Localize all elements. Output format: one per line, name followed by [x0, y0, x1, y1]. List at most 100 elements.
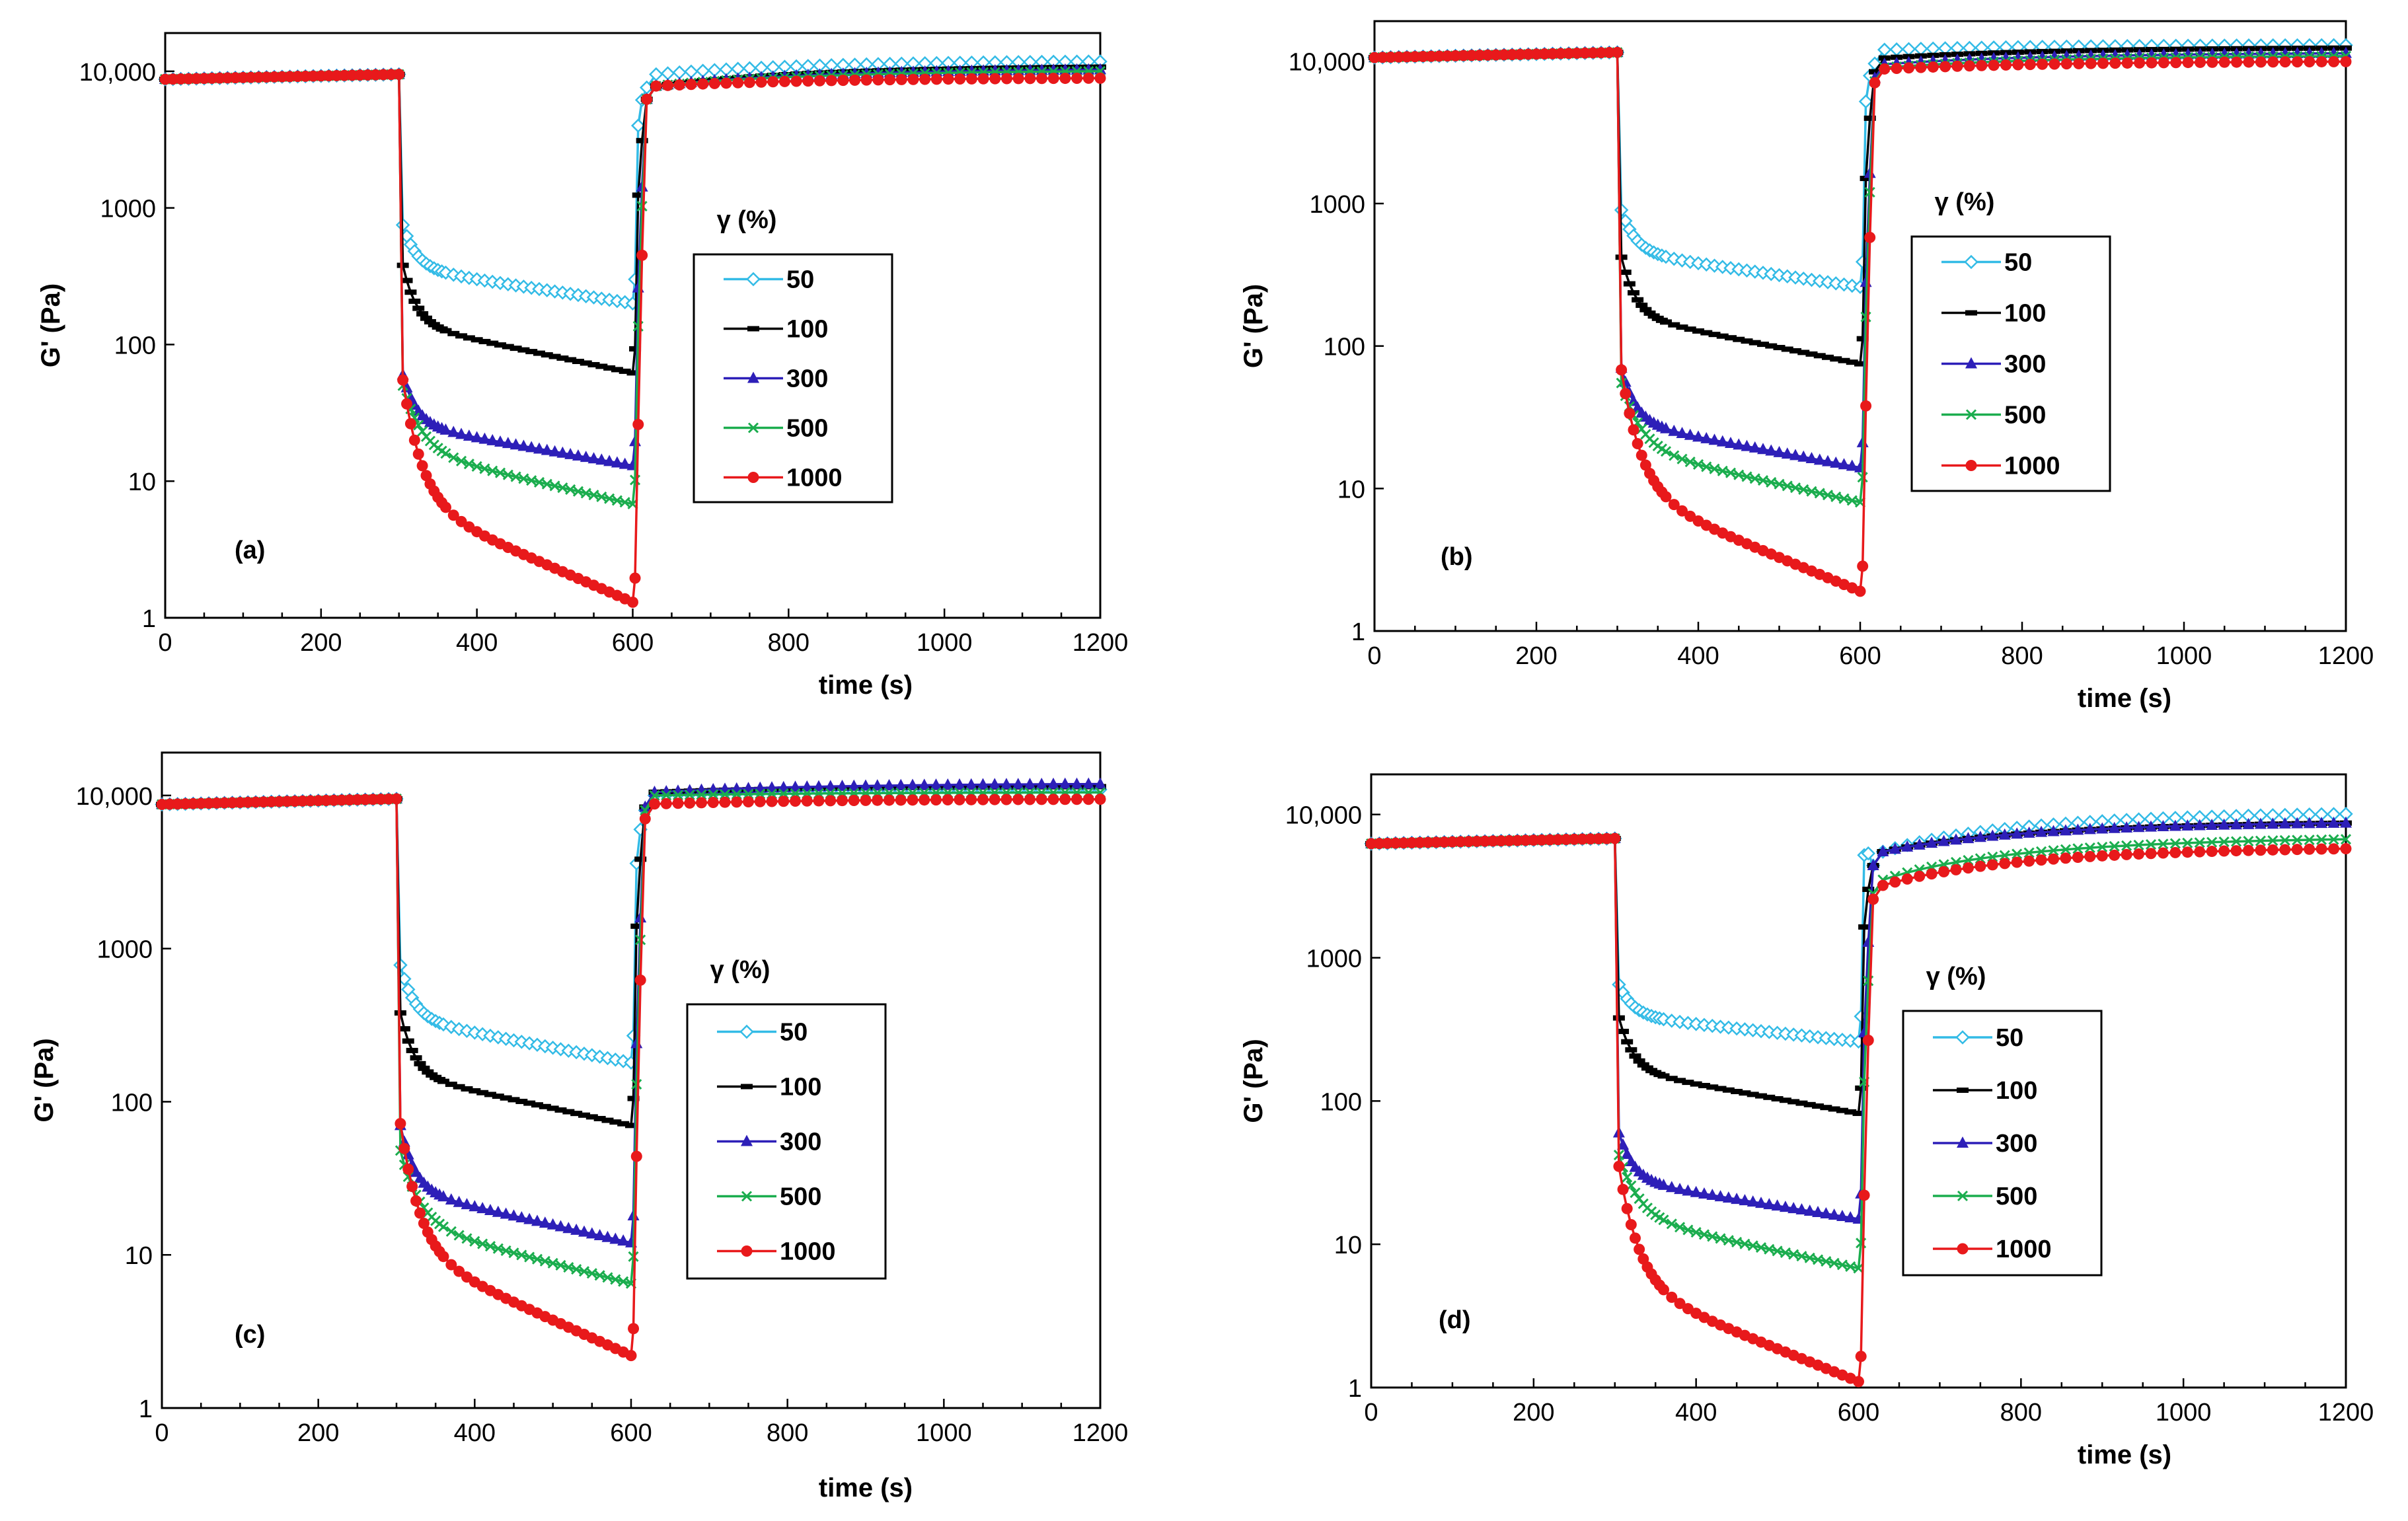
y-tick-label: 1000 [100, 196, 156, 223]
marker-1000 [1860, 400, 1872, 412]
marker-1000 [214, 72, 226, 84]
marker-100 [603, 365, 616, 371]
marker-300 [469, 1200, 481, 1212]
marker-1000 [410, 1195, 422, 1207]
marker-500 [1999, 850, 2010, 861]
marker-legend-50 [739, 1024, 754, 1039]
marker-500 [2012, 848, 2023, 860]
marker-1000 [977, 73, 989, 85]
marker-100 [1741, 338, 1753, 344]
marker-100 [1731, 1088, 1743, 1094]
legend-label-500: 500 [786, 415, 828, 443]
marker-500 [541, 478, 552, 490]
marker-500 [1658, 1214, 1669, 1226]
marker-100 [609, 1119, 622, 1125]
marker-1000 [2158, 57, 2169, 69]
x-tick-label: 400 [456, 629, 498, 657]
marker-100 [1765, 343, 1778, 349]
marker-1000 [313, 795, 324, 807]
x-tick-label: 600 [1839, 642, 1881, 670]
marker-300 [1059, 777, 1071, 789]
marker-300 [455, 427, 468, 439]
marker-1000 [1976, 59, 1988, 71]
marker-300 [470, 431, 483, 443]
marker-300 [587, 452, 600, 464]
marker-300 [801, 780, 813, 792]
marker-300 [2315, 817, 2328, 829]
marker-1000 [2000, 59, 2012, 71]
y-tick-label: 1000 [1306, 946, 1362, 973]
marker-legend-300 [741, 1134, 753, 1146]
marker-1000 [907, 794, 919, 806]
marker-1000 [1094, 794, 1106, 805]
marker-legend-50 [1964, 254, 1978, 270]
marker-1000 [2267, 56, 2279, 68]
marker-100 [1757, 342, 1769, 348]
y-tick-label: 10 [1337, 476, 1365, 503]
marker-1000 [320, 795, 332, 807]
marker-100 [1706, 1084, 1719, 1090]
marker-1000 [1382, 837, 1394, 849]
marker-1000 [919, 73, 931, 85]
marker-1000 [696, 797, 707, 809]
marker-300 [1682, 1184, 1694, 1196]
marker-500 [547, 1257, 558, 1269]
x-tick-label: 200 [297, 1419, 339, 1447]
marker-500 [1674, 1222, 1686, 1233]
marker-100 [1805, 351, 1818, 357]
marker-1000 [1634, 1243, 1645, 1255]
marker-1000 [649, 798, 660, 810]
marker-legend-300 [747, 371, 759, 383]
marker-1000 [354, 69, 366, 81]
marker-1000 [1471, 835, 1483, 847]
x-axis-title: time (s) [2078, 1440, 2171, 1469]
marker-100 [1771, 1096, 1784, 1102]
marker-1000 [1035, 794, 1047, 805]
marker-1000 [954, 73, 966, 85]
marker-legend-50 [1955, 1030, 1970, 1045]
marker-1000 [895, 794, 907, 806]
marker-1000 [1684, 510, 1696, 522]
x-axis-title: time (s) [2078, 684, 2171, 713]
marker-300 [1714, 1190, 1727, 1202]
marker-1000 [416, 460, 428, 472]
marker-1000 [258, 796, 270, 808]
marker-500 [631, 1078, 642, 1090]
marker-1000 [245, 71, 257, 83]
marker-300 [1674, 1183, 1686, 1195]
marker-500 [2072, 843, 2084, 854]
marker-100 [1844, 1109, 1857, 1115]
marker-100 [585, 1114, 598, 1120]
marker-1000 [1417, 50, 1429, 62]
marker-500 [1788, 1249, 1799, 1260]
marker-1000 [1401, 51, 1413, 63]
marker-300 [611, 456, 623, 468]
marker-100 [1636, 303, 1648, 309]
marker-100 [539, 1103, 551, 1109]
marker-300 [1822, 455, 1834, 466]
marker-500 [2243, 836, 2254, 847]
marker-300 [1867, 859, 1879, 871]
marker-50 [1858, 94, 1873, 109]
marker-1000 [1939, 61, 1951, 73]
y-tick-label: 1 [1348, 1375, 1362, 1403]
marker-1000 [2060, 852, 2072, 864]
marker-500 [563, 1261, 574, 1273]
marker-1000 [2218, 56, 2230, 68]
marker-1000 [412, 448, 424, 460]
marker-300 [1830, 456, 1842, 468]
x-tick-label: 1200 [1072, 629, 1129, 657]
legend-label-1000: 1000 [780, 1238, 836, 1266]
marker-100 [595, 363, 608, 369]
marker-500 [672, 790, 684, 801]
marker-1000 [1406, 837, 1417, 849]
marker-300 [453, 1195, 465, 1207]
marker-100 [1781, 346, 1793, 352]
y-axis-title: G' (Pa) [30, 1038, 59, 1122]
marker-300 [2169, 819, 2181, 831]
marker-300 [1974, 831, 1986, 842]
marker-legend-300 [1957, 1136, 1969, 1148]
marker-300 [2181, 819, 2194, 831]
marker-300 [1889, 842, 1901, 854]
marker-300 [1035, 777, 1048, 789]
